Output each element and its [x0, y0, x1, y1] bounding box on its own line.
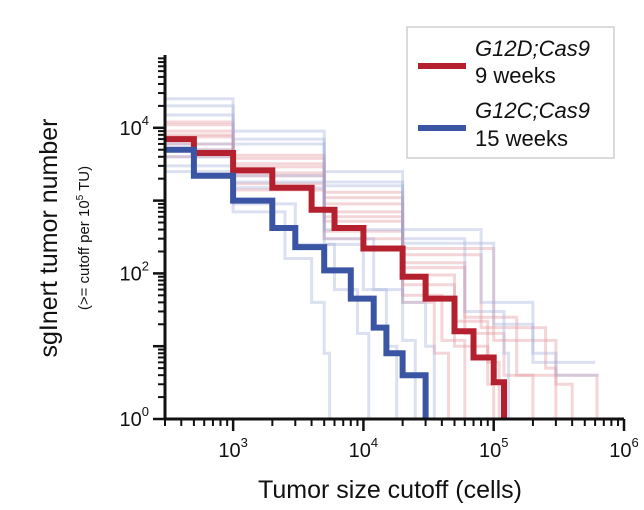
- x-tick-label: 106: [609, 435, 638, 462]
- y-tick-label: 104: [120, 113, 149, 140]
- replicate-line-g12c-10: [165, 104, 511, 419]
- y-tick-labels: 100 102 104: [120, 113, 149, 431]
- replicate-line-g12d-4: [165, 133, 599, 419]
- replicate-line-g12c-8: [165, 97, 599, 377]
- y-minor-ticks: [153, 57, 165, 421]
- replicate-line-g12c-9: [165, 113, 596, 364]
- y-axis-subtitle: (>= cutoff per 105 TU): [75, 166, 93, 310]
- legend-box: [406, 26, 615, 159]
- y-axis-title: sgInert tumor number: [35, 119, 63, 358]
- series-lines: [165, 136, 507, 419]
- x-tick-label: 104: [349, 435, 378, 462]
- legend-label-g12c-time: 15 weeks: [475, 126, 568, 151]
- series-line-g12c: [165, 146, 429, 419]
- y-tick-label: 100: [120, 404, 149, 431]
- x-minor-ticks: [164, 419, 626, 431]
- series-line-g12d: [165, 136, 507, 419]
- y-tick-label: 102: [120, 258, 149, 285]
- legend-label-g12d-time: 9 weeks: [475, 63, 556, 88]
- legend: G12D;Cas9 9 weeks G12C;Cas9 15 weeks: [406, 26, 615, 159]
- x-tick-label: 103: [218, 435, 247, 462]
- x-axis-title: Tumor size cutoff (cells): [258, 476, 522, 504]
- replicate-line-g12d-2: [165, 123, 558, 419]
- replicate-line-g12c-14: [165, 170, 332, 419]
- x-tick-labels: 103 104 105 106: [218, 435, 638, 462]
- x-tick-label: 105: [479, 435, 508, 462]
- legend-label-g12c-genotype: G12C;Cas9: [475, 98, 590, 123]
- legend-label-g12d-genotype: G12D;Cas9: [475, 36, 590, 61]
- replicate-line-g12d-7: [165, 155, 450, 419]
